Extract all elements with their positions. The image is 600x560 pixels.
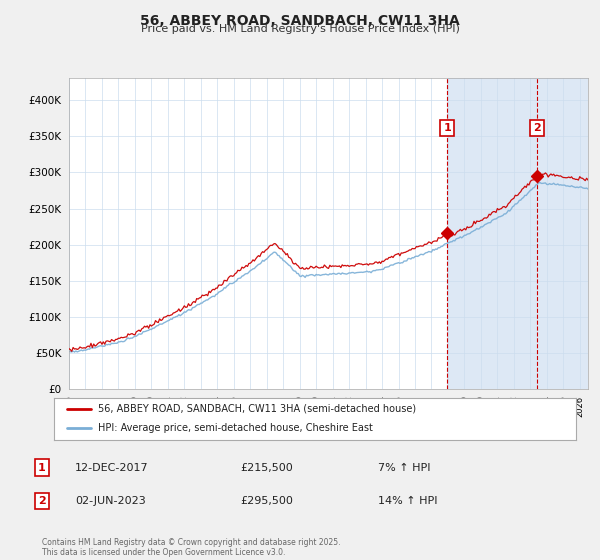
Text: £215,500: £215,500 — [240, 463, 293, 473]
Text: 56, ABBEY ROAD, SANDBACH, CW11 3HA: 56, ABBEY ROAD, SANDBACH, CW11 3HA — [140, 14, 460, 28]
Text: 14% ↑ HPI: 14% ↑ HPI — [378, 496, 437, 506]
Text: 2: 2 — [38, 496, 46, 506]
Text: Price paid vs. HM Land Registry's House Price Index (HPI): Price paid vs. HM Land Registry's House … — [140, 24, 460, 34]
Text: £295,500: £295,500 — [240, 496, 293, 506]
Text: 56, ABBEY ROAD, SANDBACH, CW11 3HA (semi-detached house): 56, ABBEY ROAD, SANDBACH, CW11 3HA (semi… — [98, 404, 416, 414]
Text: Contains HM Land Registry data © Crown copyright and database right 2025.
This d: Contains HM Land Registry data © Crown c… — [42, 538, 341, 557]
Text: 1: 1 — [38, 463, 46, 473]
Text: 1: 1 — [443, 123, 451, 133]
Text: 2: 2 — [533, 123, 541, 133]
Bar — [447, 78, 588, 389]
Text: 7% ↑ HPI: 7% ↑ HPI — [378, 463, 431, 473]
Text: 12-DEC-2017: 12-DEC-2017 — [75, 463, 149, 473]
Text: HPI: Average price, semi-detached house, Cheshire East: HPI: Average price, semi-detached house,… — [98, 423, 373, 433]
Text: 02-JUN-2023: 02-JUN-2023 — [75, 496, 146, 506]
